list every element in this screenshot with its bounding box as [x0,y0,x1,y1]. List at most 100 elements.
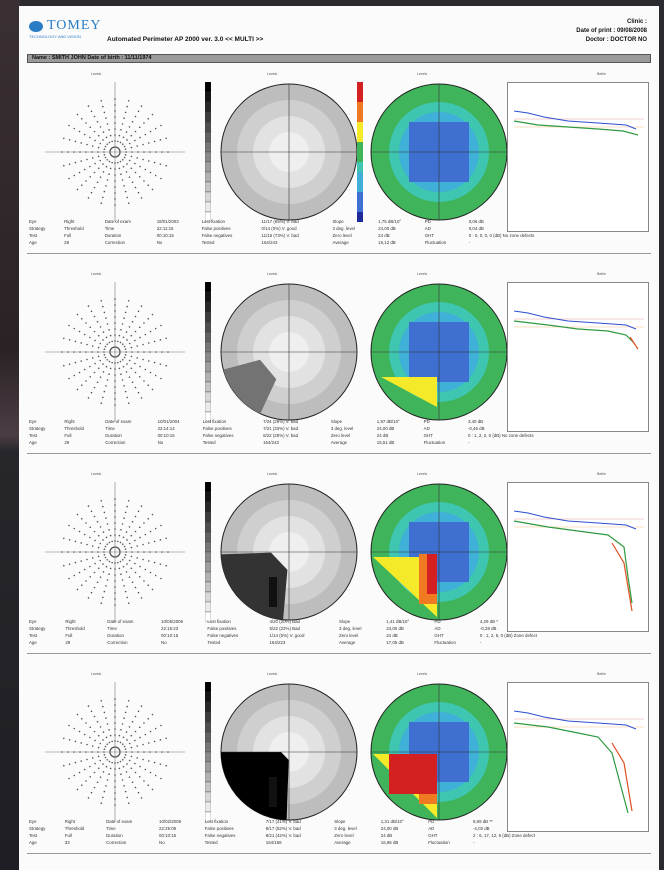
stats-row: Age 29 Correction No Tested 164/243 Average 15,… [27,439,587,446]
stats-cell: False positives [202,426,232,431]
stats-cell: 00:10:15 [156,233,174,238]
stats-cell: Full [65,633,73,638]
color-map [370,683,508,821]
stats-cell: 164/156 [265,840,282,845]
stats-cell: 00:10:15 [157,433,175,438]
stats-cell: Age [29,840,37,845]
stats-cell: 1,41 dB/10° [386,619,410,624]
stats-cell: 7/24 (29%) V. bad [263,419,299,424]
stats-cell: 1,97 dB/10° [376,419,400,424]
stats-cell: False positives [204,826,234,831]
stats-cell: 24,00 dB [378,226,396,231]
stats-cell: 0 : 1, 2, 5, 0 (dB) Zone defect [479,633,537,638]
stats-cell: Slope [334,819,346,824]
grayscale-map [220,83,358,221]
stats-cell: Strategy [29,626,46,631]
test-points-map [45,282,185,422]
stats-cell: 11/15 (73%) V. bad [261,233,299,238]
grayscale-map [220,683,358,821]
exam-section: Levels Levels Levels Bebie Eye Right Date of e… [27,470,651,670]
stats-cell: 164/243 [261,240,278,245]
gray-scale-bar [205,682,211,822]
plot-label-gray: Levels [267,472,278,476]
grayscale-map [220,483,358,621]
stats-cell: Age [29,440,37,445]
plot-label-gray: Levels [267,72,278,76]
stats-cell: Zero level [334,833,354,838]
stats-row: Eye Right Date of exam 10/06/2006 Lost fixat… [27,618,587,625]
date-of-print: Date of print : 09/08/2008 [576,28,647,34]
stats-cell: Age [29,240,37,245]
stats-cell: -0,28 dB [479,626,497,631]
stats-cell: Correction [105,440,126,445]
stats-row: Age 33 Correction No Tested 164/156 Average 16,… [27,839,587,846]
stats-cell: No [161,640,167,645]
stats-cell: Lost fixation [204,819,229,824]
test-points-map [45,682,185,822]
stats-cell: Zero level [339,633,359,638]
stats-cell: GHT [423,433,433,438]
stats-cell: Date of exam [107,619,134,624]
stats-cell: 4/20 (20%) Bad [269,619,300,624]
exam-section: Levels Levels Levels Bebie Eye Right Date of e… [27,70,651,270]
stats-cell: 22:15:23 [161,626,179,631]
stats-cell: Strategy [29,826,46,831]
stats-cell: Tested [204,840,218,845]
exam-section: Levels Levels Levels Bebie Eye Right Date of e… [27,270,651,470]
stats-cell: Slope [330,419,343,424]
stats-cell: 22:25:09 [159,826,177,831]
stats-cell: Tested [201,240,215,245]
stats-cell: PD [434,619,441,624]
stats-cell: Average [330,440,348,445]
report-title: Automated Perimeter AP 2000 ver. 3.0 << … [107,36,264,43]
grayscale-map [220,283,358,421]
stats-cell: - [472,840,475,845]
plot-label-graph: Bebie [597,672,606,676]
plot-label-color: Levels [417,272,428,276]
stats-cell: 24 dB [378,233,390,238]
stats-cell: 7/17 (41%) V. bad [265,819,301,824]
stats-cell: False negatives [202,433,234,438]
stats-cell: 16,95 dB [380,840,399,845]
stats-cell: 28 [64,240,70,245]
stats-cell: - [467,440,470,445]
stats-cell: Test [29,433,38,438]
stats-cell: Time [104,226,115,231]
stats-cell: 29 [65,640,71,645]
gray-scale-bar [205,282,211,422]
stats-row: Eye Right Date of exam 19/01/2003 Lost fixat… [27,218,587,225]
plot-label-points: Levels [91,472,102,476]
stats-cell: GHT [434,633,444,638]
stats-cell: - [479,640,482,645]
stats-cell: Tested [207,640,221,645]
stats-cell: Right [64,219,75,224]
stats-cell: Date of exam [106,819,133,824]
plot-label-color: Levels [417,72,428,76]
stats-cell: AD [423,426,430,431]
stats-cell: Strategy [29,426,46,431]
stats-cell: 164/243 [263,440,279,445]
plot-label-points: Levels [91,272,102,276]
stats-cell: False negatives [204,833,236,838]
stats-cell: Lost fixation [202,419,227,424]
bebie-curve-graph [507,682,649,832]
stats-cell: Fluctuation [423,440,446,445]
plot-label-gray: Levels [267,672,278,676]
stats-cell: Strategy [29,226,46,231]
tomey-logo: TOMEY [29,18,102,34]
stats-cell: Lost fixation [201,219,225,224]
bebie-curve-graph [507,482,649,632]
logo-subtext: TECHNOLOGY AND VISION [29,34,81,39]
stats-cell: Fluctuation [424,240,447,245]
stats-cell: 17,05 dB [386,640,404,645]
exam-stats-table: Eye Right Date of exam 10/06/2006 Lost fixat… [27,618,587,646]
exam-stats-table: Eye Right Date of exam 10/01/2004 Lost fixat… [27,418,587,446]
stats-cell: 7/21 (33%) V. bad [263,426,299,431]
stats-cell: Fluctuation [428,840,450,845]
gray-scale-bar [205,482,211,622]
stats-cell: False positives [201,226,231,231]
stats-cell: 3 deg. level [339,626,362,631]
stats-cell: Threshold [65,626,85,631]
stats-cell: 0,04 dB [468,226,484,231]
stats-cell: Right [65,619,76,624]
